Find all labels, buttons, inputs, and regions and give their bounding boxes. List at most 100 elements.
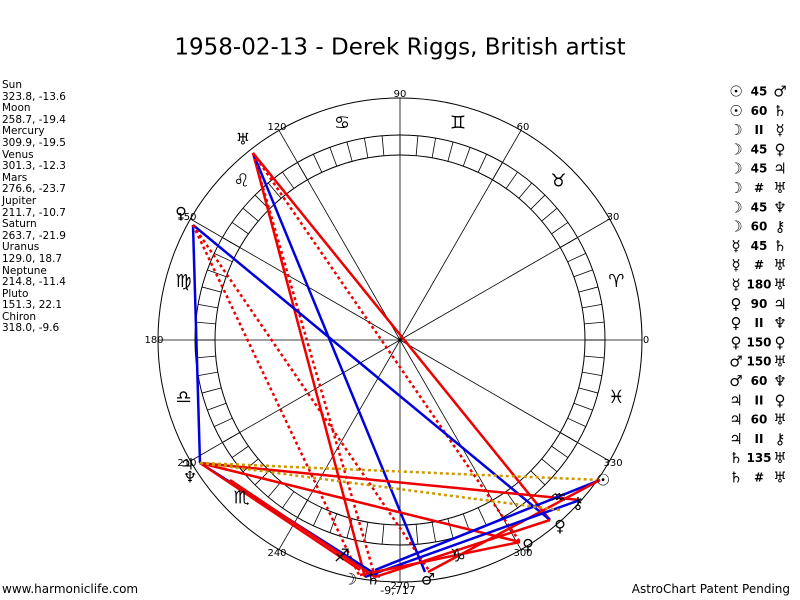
spoke (399, 339, 610, 462)
ring-tick (567, 417, 586, 427)
planet-marker: ♄ (366, 570, 380, 589)
ring-tick (231, 445, 249, 458)
planet-marker: ♅ (236, 130, 250, 149)
spoke (399, 218, 610, 341)
ring-tick (381, 524, 385, 545)
planet-name: Neptune (2, 264, 47, 277)
degree-label: 30 (607, 212, 620, 223)
spoke (399, 130, 522, 341)
aspect-type: 45 (751, 200, 768, 214)
ring-tick (242, 207, 259, 222)
planet-name: Sun (2, 79, 22, 91)
planet-coords: 151.3, 22.1 (2, 299, 63, 312)
zodiac-sign: ♏ (234, 487, 250, 508)
ring-tick (584, 321, 605, 325)
ring-tick (381, 135, 385, 156)
ring-tick (573, 269, 593, 278)
planet-marker: ☉ (596, 471, 610, 490)
ring-tick (447, 518, 454, 539)
ring-tick (329, 147, 338, 167)
ring-tick (364, 138, 369, 158)
ring-tick (415, 524, 419, 545)
aspect-from: ☉ (729, 83, 742, 101)
aspect-from: ♂ (729, 353, 742, 371)
zodiac-sign: ♈ (608, 271, 624, 292)
ring-tick (195, 355, 216, 359)
aspect-from: ♀ (731, 314, 742, 332)
aspect-to: ♆ (773, 198, 786, 216)
aspect-from: ♃ (729, 411, 742, 429)
aspect-type: 60 (751, 220, 768, 234)
degree-label: 90 (394, 89, 407, 100)
ring-tick (551, 445, 569, 458)
ring-tick (431, 138, 436, 158)
aspect-to: ♃ (773, 295, 786, 313)
aspect-type: 135 (746, 451, 771, 465)
ring-tick (551, 222, 569, 235)
aspect-to: ♀ (775, 391, 786, 409)
aspect-from: ☽ (729, 198, 742, 216)
zodiac-sign: ♐ (334, 545, 350, 566)
aspect-type: # (754, 181, 764, 195)
degree-label: 240 (267, 548, 286, 559)
ring-tick (346, 141, 353, 162)
planet-coords: 301.3, -12.3 (2, 160, 66, 173)
planet-marker: ♃ (180, 455, 194, 474)
ring-tick (584, 355, 605, 359)
ring-tick (329, 513, 338, 533)
spoke (190, 218, 401, 341)
aspect-from: ♀ (731, 295, 742, 313)
ring-tick (578, 286, 599, 293)
planet-name: Pluto (2, 287, 29, 300)
ring-tick (214, 417, 233, 427)
ring-tick (195, 321, 216, 325)
ring-tick (313, 507, 323, 526)
aspect-from: ♀ (731, 333, 742, 351)
aspect-to: ♃ (773, 160, 786, 178)
planet-coords: 323.8, -13.6 (2, 90, 66, 103)
planet-marker: ♆ (183, 468, 197, 487)
planet-name: Venus (2, 148, 34, 161)
aspect-to: ♆ (773, 314, 786, 332)
zodiac-sign: ♉ (550, 171, 566, 192)
ring-tick (541, 207, 558, 222)
aspect-type: 60 (751, 413, 768, 427)
aspect-from: ♃ (729, 430, 742, 448)
ring-tick (530, 194, 546, 210)
aspect-type: II (755, 123, 764, 137)
planet-coords: 258.7, -19.4 (2, 113, 66, 126)
ring-tick (207, 402, 227, 411)
ring-tick (567, 253, 586, 263)
planet-coords: 263.7, -21.9 (2, 229, 66, 242)
ring-tick (582, 304, 602, 309)
aspect-type: 150 (746, 355, 771, 369)
aspect-to: ♆ (773, 372, 786, 390)
aspect-to: ⚷ (775, 430, 786, 448)
spoke (278, 130, 401, 341)
ring-tick (578, 387, 599, 394)
aspect-to: ♀ (775, 333, 786, 351)
degree-label: 270 (390, 581, 409, 592)
aspect-type: 180 (746, 278, 771, 292)
zodiac-sign: ♌ (234, 171, 250, 192)
ring-tick (313, 154, 323, 173)
aspect-to: ⚷ (775, 218, 786, 236)
planet-name: Saturn (2, 218, 37, 231)
degree-label: 180 (144, 335, 163, 346)
footer-left: www.harmoniclife.com (2, 582, 139, 596)
ring-tick (267, 481, 282, 498)
aspect-type: 60 (751, 374, 768, 388)
zodiac-sign: ♍ (176, 271, 192, 292)
planet-coords: 276.6, -23.7 (2, 183, 66, 196)
ring-tick (214, 253, 233, 263)
planet-coords: 211.7, -10.7 (2, 206, 66, 219)
zodiac-sign: ♒ (550, 487, 566, 508)
ring-tick (477, 154, 487, 173)
aspect-from: ☽ (729, 218, 742, 236)
title: 1958-02-13 - Derek Riggs, British artist (174, 35, 625, 61)
ring-tick (415, 135, 419, 156)
zodiac-sign: ♊ (450, 113, 466, 134)
planet-name: Mercury (2, 125, 45, 138)
ring-tick (573, 402, 593, 411)
ring-tick (477, 507, 487, 526)
